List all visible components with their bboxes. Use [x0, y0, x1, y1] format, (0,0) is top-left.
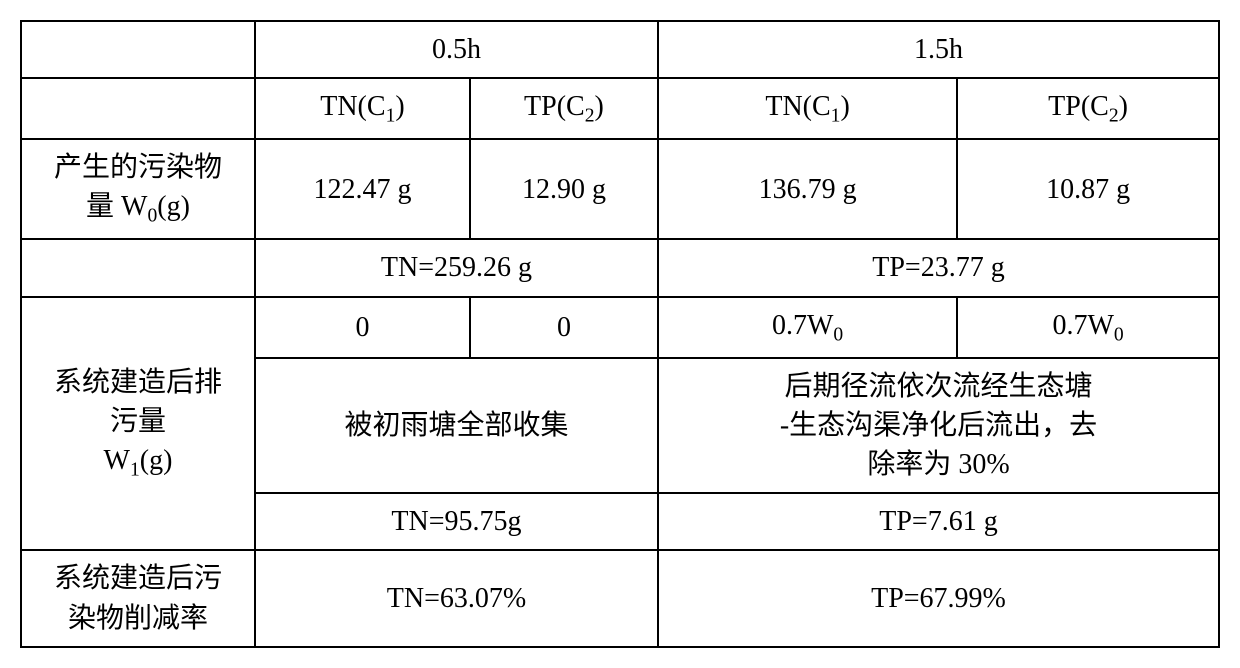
discharge-r3-tp: TP=7.61 g [658, 493, 1219, 550]
discharge-label: 系统建造后排污量W1(g) [21, 297, 255, 551]
time-header-2: 1.5h [658, 21, 1219, 78]
reduction-label: 系统建造后污染物削减率 [21, 550, 255, 646]
time-header-1: 0.5h [255, 21, 658, 78]
col-tp-1: TP(C2) [470, 78, 658, 139]
discharge-r1-v2: 0 [470, 297, 658, 358]
pollutant-row: 产生的污染物量 W0(g) 122.47 g 12.90 g 136.79 g … [21, 139, 1219, 239]
discharge-r2-right: 后期径流依次流经生态塘-生态沟渠净化后流出，去除率为 30% [658, 358, 1219, 494]
pollutant-v4: 10.87 g [957, 139, 1219, 239]
reduction-tp: TP=67.99% [658, 550, 1219, 646]
discharge-r3-tn: TN=95.75g [255, 493, 658, 550]
pollutant-v3: 136.79 g [658, 139, 957, 239]
discharge-r1-v3: 0.7W0 [658, 297, 957, 358]
pollutant-v2: 12.90 g [470, 139, 658, 239]
data-table: 0.5h 1.5h TN(C1) TP(C2) TN(C1) TP(C2) 产生… [20, 20, 1220, 648]
pollutant-v1: 122.47 g [255, 139, 470, 239]
pollutant-label: 产生的污染物量 W0(g) [21, 139, 255, 239]
totals1-tn: TN=259.26 g [255, 239, 658, 296]
discharge-r1-v1: 0 [255, 297, 470, 358]
blank-cell [21, 78, 255, 139]
col-tn-2: TN(C1) [658, 78, 957, 139]
col-tn-1: TN(C1) [255, 78, 470, 139]
header-row-1: 0.5h 1.5h [21, 21, 1219, 78]
header-row-2: TN(C1) TP(C2) TN(C1) TP(C2) [21, 78, 1219, 139]
discharge-r2-left: 被初雨塘全部收集 [255, 358, 658, 494]
blank-cell [21, 21, 255, 78]
totals1-row: TN=259.26 g TP=23.77 g [21, 239, 1219, 296]
reduction-row: 系统建造后污染物削减率 TN=63.07% TP=67.99% [21, 550, 1219, 646]
discharge-r1-v4: 0.7W0 [957, 297, 1219, 358]
reduction-tn: TN=63.07% [255, 550, 658, 646]
blank-cell [21, 239, 255, 296]
col-tp-2: TP(C2) [957, 78, 1219, 139]
discharge-row-1: 系统建造后排污量W1(g) 0 0 0.7W0 0.7W0 [21, 297, 1219, 358]
totals1-tp: TP=23.77 g [658, 239, 1219, 296]
